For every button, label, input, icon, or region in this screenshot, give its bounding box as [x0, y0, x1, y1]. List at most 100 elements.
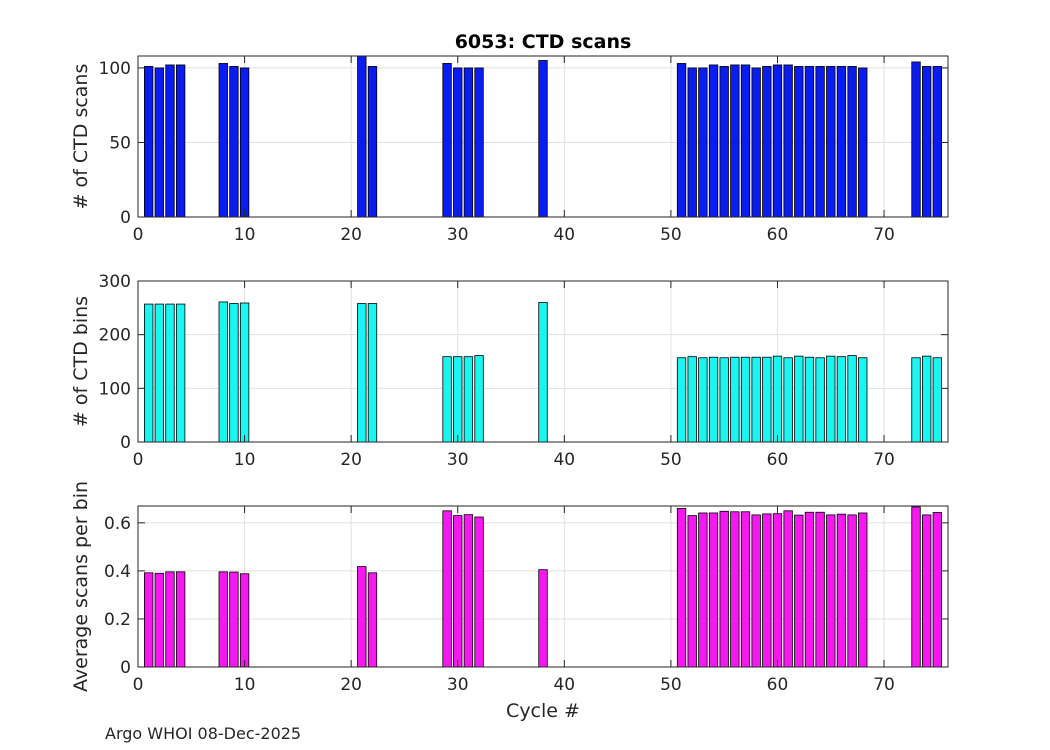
- plot1-bar: [772, 64, 783, 218]
- plot1-bar: [687, 67, 697, 218]
- plot2-bar: [794, 355, 804, 443]
- plot2-bar: [218, 301, 228, 443]
- plot1-y-tick-label: 50: [109, 133, 131, 153]
- plot2-bar: [698, 357, 708, 443]
- plot3-bar: [239, 573, 250, 668]
- plot3-bar: [143, 572, 154, 668]
- footer-credit: Argo WHOI 08-Dec-2025: [105, 724, 302, 743]
- plot1-bar: [804, 66, 815, 218]
- plot3-bar: [229, 571, 239, 668]
- plot2-bar: [751, 356, 761, 443]
- plot3-bar: [772, 513, 783, 668]
- plot2-x-tick-label: 20: [340, 450, 362, 470]
- plot1-title: 6053: CTD scans: [455, 31, 632, 53]
- plot1-bar: [740, 64, 751, 218]
- plot2-bar: [922, 355, 932, 443]
- plot3-bar: [676, 508, 687, 668]
- plot1-y-tick-label: 0: [120, 208, 131, 228]
- plot3-bar: [730, 511, 740, 668]
- plot3-x-tick-label: 0: [133, 675, 144, 695]
- plot2-bar: [442, 356, 452, 443]
- plot3-bar: [708, 512, 719, 668]
- plot2-bar: [229, 303, 239, 443]
- plot2-x-tick-label: 70: [873, 450, 895, 470]
- plot3-bar: [911, 506, 921, 668]
- plot1-bar: [922, 66, 932, 218]
- plot3-bar: [175, 571, 186, 668]
- plot3-axes-box: [137, 505, 949, 668]
- plot3-bar: [367, 572, 378, 668]
- plot2-bar: [453, 356, 463, 443]
- plot1-bar: [357, 55, 367, 218]
- plot1-bar: [175, 64, 186, 218]
- plot3-bar: [783, 510, 793, 668]
- plot3-bar: [698, 512, 708, 668]
- plot3-bar: [922, 514, 932, 668]
- plot1-bar: [858, 67, 868, 218]
- plot2-bar: [783, 357, 793, 443]
- plot2-bar: [165, 303, 175, 443]
- plot2-bar: [740, 356, 751, 443]
- plot2-bar: [847, 355, 857, 443]
- plot2-bar: [826, 355, 836, 443]
- plot2-bar: [367, 303, 378, 443]
- plot3-bar: [826, 514, 836, 668]
- plot3-bar: [804, 511, 815, 668]
- plot2-bar: [143, 303, 154, 443]
- plot3-y-axis-label: Average scans per bin: [70, 481, 92, 692]
- plot2-bar: [175, 303, 186, 443]
- plot1-bar: [826, 66, 836, 218]
- plot1-x-tick-label: 10: [234, 225, 256, 245]
- plot2-bar: [911, 357, 921, 443]
- plot1-bar: [815, 66, 825, 218]
- plot1-x-tick-label: 30: [447, 225, 469, 245]
- plot1-bar: [794, 66, 804, 218]
- plot3-x-tick-label: 10: [234, 675, 256, 695]
- plot2-bar: [932, 357, 943, 443]
- plot3-y-tick-label: 0.6: [104, 514, 131, 534]
- plot1-bar: [538, 60, 548, 218]
- plot1-x-tick-label: 70: [873, 225, 895, 245]
- plot1-bar: [218, 63, 228, 218]
- plot3-bar: [794, 514, 804, 668]
- plot3-bar: [751, 514, 761, 668]
- plot2-bar: [858, 357, 868, 443]
- plot2-bar: [463, 356, 474, 443]
- plot1-bar: [453, 67, 463, 218]
- plot1-x-tick-label: 20: [340, 225, 362, 245]
- plot1-bar: [676, 63, 687, 218]
- plot3-bar: [474, 516, 484, 668]
- plot2-bar: [804, 356, 815, 443]
- plot1-y-axis-label: # of CTD scans: [70, 64, 92, 210]
- plot3-bar: [453, 515, 463, 668]
- plot1-bar: [367, 66, 378, 218]
- plot2-x-tick-label: 60: [767, 450, 789, 470]
- plot2-bar: [836, 356, 847, 443]
- plot1-x-tick-label: 0: [133, 225, 144, 245]
- plot3-bar: [538, 569, 548, 668]
- plot1-bar: [698, 67, 708, 218]
- plot1-x-tick-label: 50: [660, 225, 682, 245]
- plot1-bar: [229, 66, 239, 218]
- plot1-x-tick-label: 60: [767, 225, 789, 245]
- plot2-axes-box: [137, 280, 949, 443]
- plot2-bar: [154, 303, 164, 443]
- plot3-bar: [847, 514, 857, 668]
- plot1-bar: [463, 67, 474, 218]
- plot2-bar: [676, 357, 687, 443]
- plot2-x-tick-label: 0: [133, 450, 144, 470]
- plot2-x-tick-label: 50: [660, 450, 682, 470]
- plot1-y-tick-label: 100: [99, 59, 131, 79]
- plot3-bar: [154, 572, 164, 668]
- plot3-bar: [815, 511, 825, 668]
- plot1-bar: [474, 67, 484, 218]
- plot3-bar: [463, 514, 474, 668]
- plot1-x-tick-label: 40: [553, 225, 575, 245]
- plot2-bar: [538, 302, 548, 443]
- plot3-bar: [858, 512, 868, 668]
- plot3-x-tick-label: 50: [660, 675, 682, 695]
- plot3-bar: [740, 511, 751, 668]
- plot3-bar: [932, 512, 943, 668]
- plot3-bar: [357, 566, 367, 668]
